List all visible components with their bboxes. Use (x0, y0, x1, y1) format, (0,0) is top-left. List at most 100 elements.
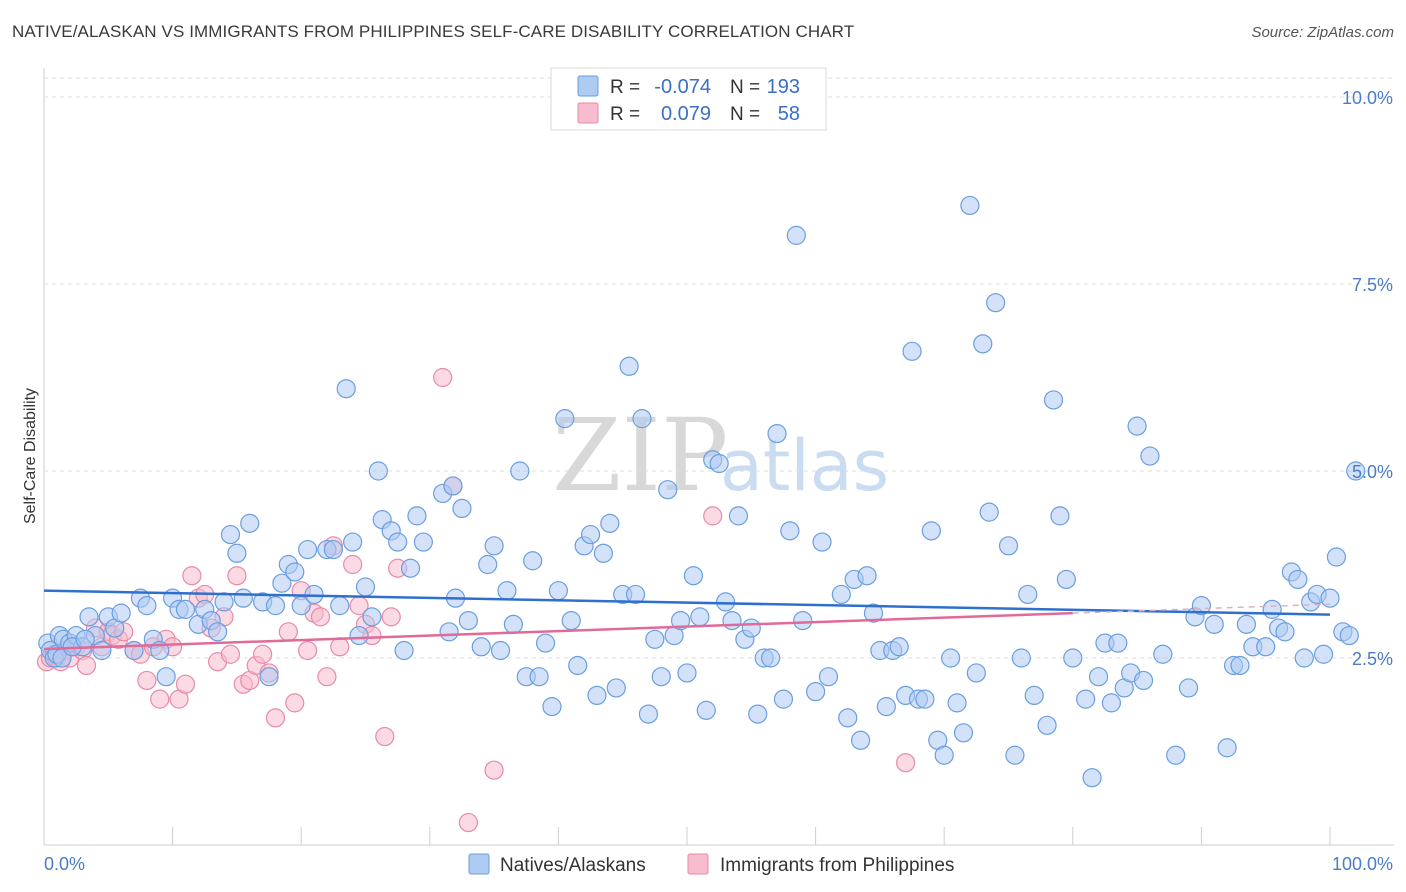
data-point (934, 745, 954, 765)
data-point (1050, 506, 1070, 526)
data-point (137, 670, 157, 691)
data-point (272, 573, 292, 593)
data-point (645, 629, 665, 649)
data-point (851, 730, 871, 750)
bottom-legend-swatch-philippines (687, 853, 709, 875)
data-point (805, 682, 826, 702)
data-point (568, 655, 588, 676)
data-point (748, 704, 768, 724)
x-tick-label-min: 0.0% (44, 854, 85, 874)
data-point (619, 356, 639, 376)
data-point (696, 700, 716, 720)
data-point (317, 667, 337, 687)
trend-line-natives (43, 589, 1331, 616)
data-point (407, 506, 427, 526)
data-point (150, 689, 170, 709)
data-point (1204, 614, 1224, 634)
data-point (1037, 715, 1057, 735)
data-point (1191, 596, 1212, 616)
data-point (1101, 693, 1121, 713)
data-point (343, 554, 363, 575)
correlation-legend: R = -0.074 N = 193 R = 0.079 N = 58 (550, 67, 827, 131)
data-point (1236, 614, 1257, 634)
data-point (953, 723, 974, 743)
data-point (1056, 569, 1076, 590)
data-point (381, 607, 401, 627)
data-point (1217, 738, 1237, 758)
data-point (812, 532, 832, 552)
data-point (362, 607, 382, 627)
data-point (773, 689, 794, 709)
data-point (259, 667, 279, 687)
data-point (979, 502, 999, 522)
data-point (632, 409, 652, 429)
data-point (310, 607, 331, 627)
data-point (863, 603, 884, 623)
data-point (658, 480, 678, 500)
chart-title: NATIVE/ALASKAN VS IMMIGRANTS FROM PHILIP… (12, 22, 855, 41)
natives-points (38, 195, 1366, 788)
data-point (458, 812, 478, 833)
watermark-atlas: atlas (720, 425, 889, 507)
data-point (1011, 648, 1031, 668)
data-point (1313, 644, 1334, 664)
data-point (478, 554, 498, 575)
data-point (741, 618, 761, 638)
data-point (818, 667, 839, 687)
data-point (1133, 670, 1154, 691)
data-point (1108, 633, 1128, 653)
data-point (220, 644, 241, 664)
data-point (1294, 648, 1314, 668)
data-point (343, 532, 363, 552)
trend-line-philippines (43, 611, 1073, 651)
data-point (1018, 584, 1038, 605)
y-tick-label: 7.5% (1352, 275, 1393, 295)
data-point (670, 610, 691, 631)
data-point (767, 424, 787, 444)
y-tick-label: 2.5% (1352, 649, 1393, 669)
series-legend: Natives/Alaskans Immigrants from Philipp… (468, 853, 954, 876)
data-point (227, 543, 247, 563)
data-point (876, 697, 896, 717)
data-point (323, 539, 343, 560)
data-point (535, 633, 556, 653)
gridlines (44, 77, 1394, 659)
data-point (786, 225, 806, 245)
data-point (703, 506, 723, 526)
data-point (278, 622, 298, 642)
data-point (587, 685, 607, 706)
data-point (793, 610, 813, 631)
data-point (285, 693, 305, 713)
legend-n-label-natives: N = (730, 77, 760, 98)
data-point (1140, 446, 1160, 466)
data-point (1088, 667, 1109, 687)
data-point (998, 536, 1019, 556)
data-point (966, 663, 986, 683)
legend-r-value-natives: -0.074 (654, 76, 711, 98)
y-tick-labels: 2.5% 5.0% 7.5% 10.0% (1342, 88, 1393, 669)
data-point (182, 566, 202, 586)
data-point (1043, 390, 1064, 410)
data-point (330, 637, 350, 657)
data-point (606, 678, 626, 698)
data-point (439, 622, 459, 642)
data-point (92, 640, 112, 661)
data-point (510, 461, 530, 481)
y-axis-label: Self-Care Disability (22, 388, 39, 524)
data-point (1076, 689, 1096, 709)
data-point (600, 513, 620, 533)
data-point (690, 607, 710, 627)
data-point (857, 566, 877, 586)
data-point (124, 640, 144, 661)
data-point (458, 610, 478, 631)
data-point (921, 521, 941, 541)
bottom-legend-label-natives: Natives/Alaskans (500, 855, 646, 876)
data-point (986, 293, 1006, 313)
data-point (1288, 569, 1308, 590)
data-point (1326, 547, 1347, 567)
data-point (175, 674, 196, 694)
y-tick-label: 5.0% (1352, 462, 1393, 482)
data-point (1262, 599, 1282, 619)
data-point (265, 708, 286, 728)
legend-swatch-natives (577, 75, 599, 97)
